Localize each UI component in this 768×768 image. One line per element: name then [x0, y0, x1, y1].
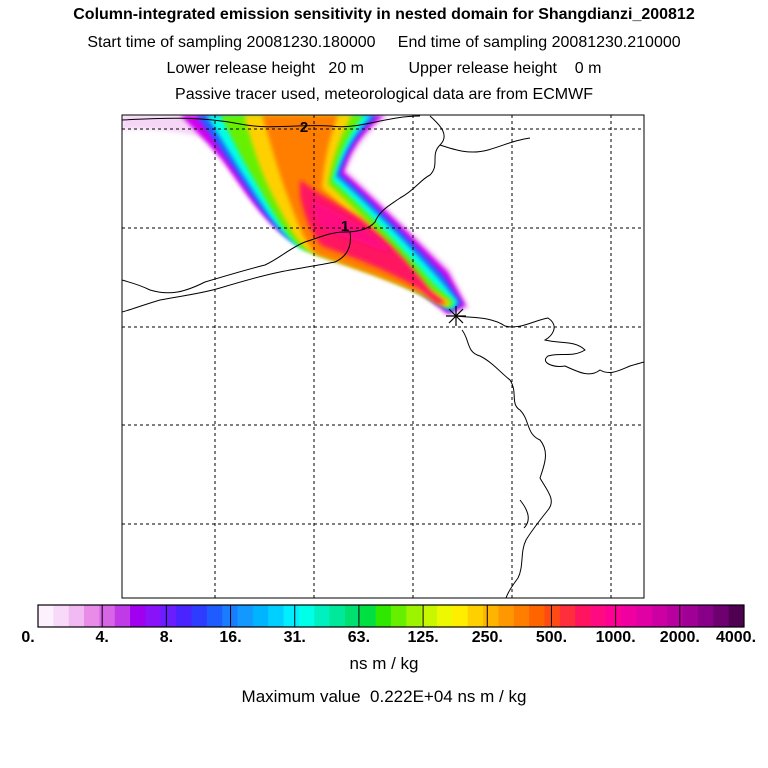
- northern-border-line: [122, 115, 421, 128]
- colorbar-cell: [160, 605, 177, 627]
- colorbar-cell: [621, 605, 637, 627]
- colorbar-cell: [728, 605, 745, 627]
- coastline-inlet: [439, 137, 531, 153]
- colorbar-cell: [667, 605, 684, 627]
- map-gridlines: [122, 115, 644, 598]
- colorbar-tick-label: 16.: [219, 629, 242, 646]
- colorbar-cell: [483, 605, 499, 627]
- colorbar-frame: [37, 604, 745, 628]
- colorbar-cells: [38, 605, 745, 627]
- colorbar-tick-label: 1000.: [595, 629, 636, 646]
- contour-label-1: 1: [341, 218, 349, 235]
- colorbar-cell: [206, 605, 223, 627]
- river-line: [122, 231, 351, 313]
- colorbar-cell: [38, 605, 54, 627]
- release-site-star-icon: [446, 306, 466, 326]
- plume-layer-very-high: [262, 115, 446, 306]
- colorbar-cell: [452, 605, 469, 627]
- colorbar-tick-label: 125.: [407, 629, 439, 646]
- colorbar-cell: [176, 605, 192, 627]
- colorbar-tick-label: 8.: [159, 629, 174, 646]
- colorbar-cell: [391, 605, 407, 627]
- colorbar-cell: [268, 605, 284, 627]
- emission-sensitivity-plume: [122, 115, 470, 316]
- contour-label-2: 2: [300, 119, 308, 136]
- colorbar-cell: [406, 605, 423, 627]
- colorbar-cell: [344, 605, 361, 627]
- coastline-north: [122, 115, 445, 294]
- colorbar-units: ns m / kg: [349, 654, 419, 673]
- colorbar-dividers: [101, 605, 681, 627]
- colorbar-cell: [375, 605, 392, 627]
- colorbar-cell: [84, 605, 100, 627]
- colorbar-cell: [360, 605, 377, 627]
- colorbar-cell: [53, 605, 70, 627]
- colorbar-cell: [191, 605, 208, 627]
- colorbar-tick-label: 4.: [95, 629, 109, 646]
- colorbar-cell: [713, 605, 730, 627]
- coastlines: [122, 115, 644, 598]
- colorbar-tick-label: 2000.: [659, 629, 700, 646]
- sampling-time-line: Start time of sampling 20081230.180000 E…: [87, 34, 681, 51]
- colorbar-cell: [237, 605, 254, 627]
- coastline-bay: [455, 315, 644, 375]
- colorbar-cell: [651, 605, 668, 627]
- colorbar-tick-label: 31.: [283, 629, 306, 646]
- colorbar-tick-label: 500.: [535, 629, 568, 646]
- colorbar-cell: [467, 605, 484, 627]
- colorbar-cell: [575, 605, 591, 627]
- colorbar-cell: [329, 605, 346, 627]
- colorbar-cell: [68, 605, 85, 627]
- colorbar-cell: [437, 605, 453, 627]
- tracer-info-line: Passive tracer used, meteorological data…: [175, 86, 593, 103]
- colorbar-cell: [298, 605, 315, 627]
- colorbar-cell: [252, 605, 269, 627]
- colorbar-cell: [99, 605, 116, 627]
- colorbar-cell: [697, 605, 714, 627]
- island-contour: [519, 499, 529, 529]
- colorbar-cell: [605, 605, 622, 627]
- colorbar-cell: [114, 605, 131, 627]
- release-height-line: Lower release height 20 m Upper release …: [166, 60, 602, 77]
- maximum-value-line: Maximum value 0.222E+04 ns m / kg: [241, 687, 527, 706]
- colorbar-cell: [130, 605, 146, 627]
- map-background: [122, 115, 644, 598]
- colorbar-cell: [498, 605, 515, 627]
- colorbar-cell: [682, 605, 699, 627]
- map-frame: [121, 114, 645, 599]
- colorbar-cell: [314, 605, 331, 627]
- colorbar-tick-label: 250.: [471, 629, 503, 646]
- colorbar-tick-label: 0.: [21, 629, 35, 646]
- coastline-east: [461, 329, 552, 598]
- colorbar-cell: [559, 605, 576, 627]
- colorbar-tick-label: 4000.: [715, 629, 757, 646]
- colorbar-cell: [421, 605, 438, 627]
- colorbar-cell: [145, 605, 162, 627]
- colorbar-cell: [544, 605, 561, 627]
- colorbar-cell: [283, 605, 300, 627]
- colorbar-tick-label: 63.: [347, 629, 371, 646]
- colorbar-cell: [590, 605, 607, 627]
- colorbar-cell: [529, 605, 545, 627]
- plume-core: [312, 200, 392, 252]
- plot-title: Column-integrated emission sensitivity i…: [73, 6, 695, 23]
- colorbar-cell: [636, 605, 653, 627]
- colorbar-cell: [513, 605, 530, 627]
